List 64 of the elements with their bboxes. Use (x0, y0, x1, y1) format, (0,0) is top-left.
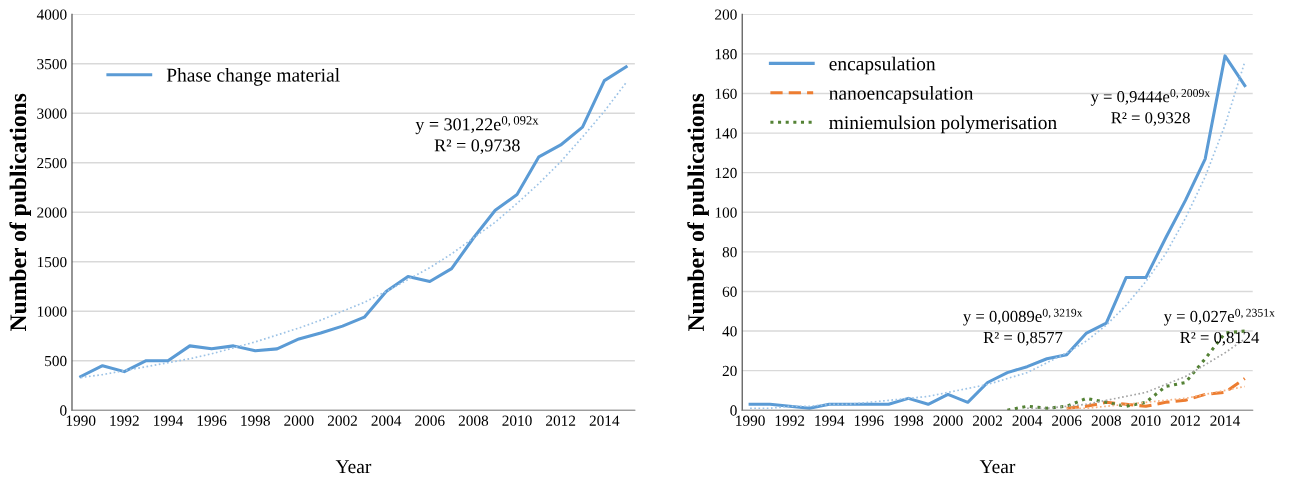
x-tick-label: 2004 (371, 415, 402, 426)
x-tick-label: 2000 (933, 415, 963, 426)
x-tick-label: 1990 (736, 415, 765, 426)
x-tick-label: 1996 (197, 415, 227, 426)
annotation: R² = 0,8124 (1180, 331, 1260, 346)
x-tick-label: 2010 (1131, 415, 1161, 426)
x-tick-label: 1998 (894, 415, 924, 426)
annotation: y = 0,0089e$^{0,3219x}$ (963, 308, 1083, 326)
y-tick-label: 120 (715, 167, 737, 179)
x-tick-label: 2008 (458, 415, 489, 426)
line-series (1065, 385, 1246, 410)
x-tick-label: 1992 (775, 415, 805, 426)
y-tick-label: 200 (715, 9, 737, 20)
x-tick-label: 1994 (154, 415, 184, 426)
x-tick-label: 1990 (66, 415, 96, 426)
x-tick-label: 2006 (415, 415, 445, 426)
annotation: y = 0,9444e$^{0,2009x}$ (1090, 89, 1211, 106)
x-tick-label: 2014 (1210, 415, 1241, 426)
x-tick-label: 2012 (1170, 415, 1200, 426)
y-tick-label: 20 (722, 365, 737, 377)
legend-label: Phase change material (166, 68, 340, 86)
annotation: R² = 0,9738 (434, 139, 520, 155)
y-tick-label: 1500 (37, 256, 67, 268)
y-tick-label: 2500 (37, 157, 67, 169)
y-axis-title: Number of publications (9, 93, 32, 331)
x-tick-label: 2004 (1012, 415, 1043, 426)
y-tick-label: 0 (730, 405, 737, 416)
x-tick-label: 2006 (1052, 415, 1082, 426)
y-tick-label: 3000 (37, 108, 67, 119)
x-tick-label: 2012 (546, 415, 576, 426)
x-axis-title: Year (979, 460, 1016, 474)
y-tick-label: 2000 (37, 207, 67, 218)
y-tick-label: 500 (45, 355, 67, 367)
y-tick-label: 0 (60, 405, 67, 416)
x-tick-label: 1992 (110, 415, 139, 426)
x-tick-label: 1994 (815, 415, 845, 426)
x-tick-label: 2000 (284, 415, 314, 426)
annotation: R² = 0,8577 (983, 331, 1063, 346)
legend-label: encapsulation (829, 56, 936, 75)
x-tick-label: 1998 (241, 415, 270, 426)
y-tick-label: 100 (715, 207, 737, 218)
annotation: y = 0,027e$^{0,2351x}$ (1163, 308, 1275, 326)
x-tick-label: 2002 (972, 415, 1002, 426)
x-axis-title: Year (335, 460, 372, 474)
annotation: R² = 0,9328 (1111, 112, 1190, 126)
x-tick-label: 1996 (854, 415, 884, 426)
y-tick-label: 140 (715, 128, 737, 139)
y-tick-label: 80 (722, 247, 737, 258)
y-tick-label: 4000 (36, 9, 67, 20)
y-axis-title: Number of publications (687, 93, 709, 331)
line-series (1065, 377, 1247, 410)
y-tick-label: 60 (722, 286, 737, 297)
x-tick-label: 2010 (502, 415, 532, 426)
y-tick-label: 3500 (37, 58, 67, 70)
y-tick-label: 40 (722, 326, 737, 337)
y-tick-label: 160 (715, 88, 737, 99)
annotation: y = 301,22e$^{0,092x}$ (415, 116, 539, 135)
y-tick-label: 180 (715, 49, 737, 60)
legend-label: miniemulsion polymerisation (829, 115, 1057, 134)
legend-label: nanoencapsulation (829, 86, 974, 104)
x-tick-label: 2008 (1091, 415, 1121, 426)
x-tick-label: 2014 (589, 415, 620, 426)
x-tick-label: 2002 (327, 415, 357, 426)
y-tick-label: 1000 (37, 306, 67, 317)
